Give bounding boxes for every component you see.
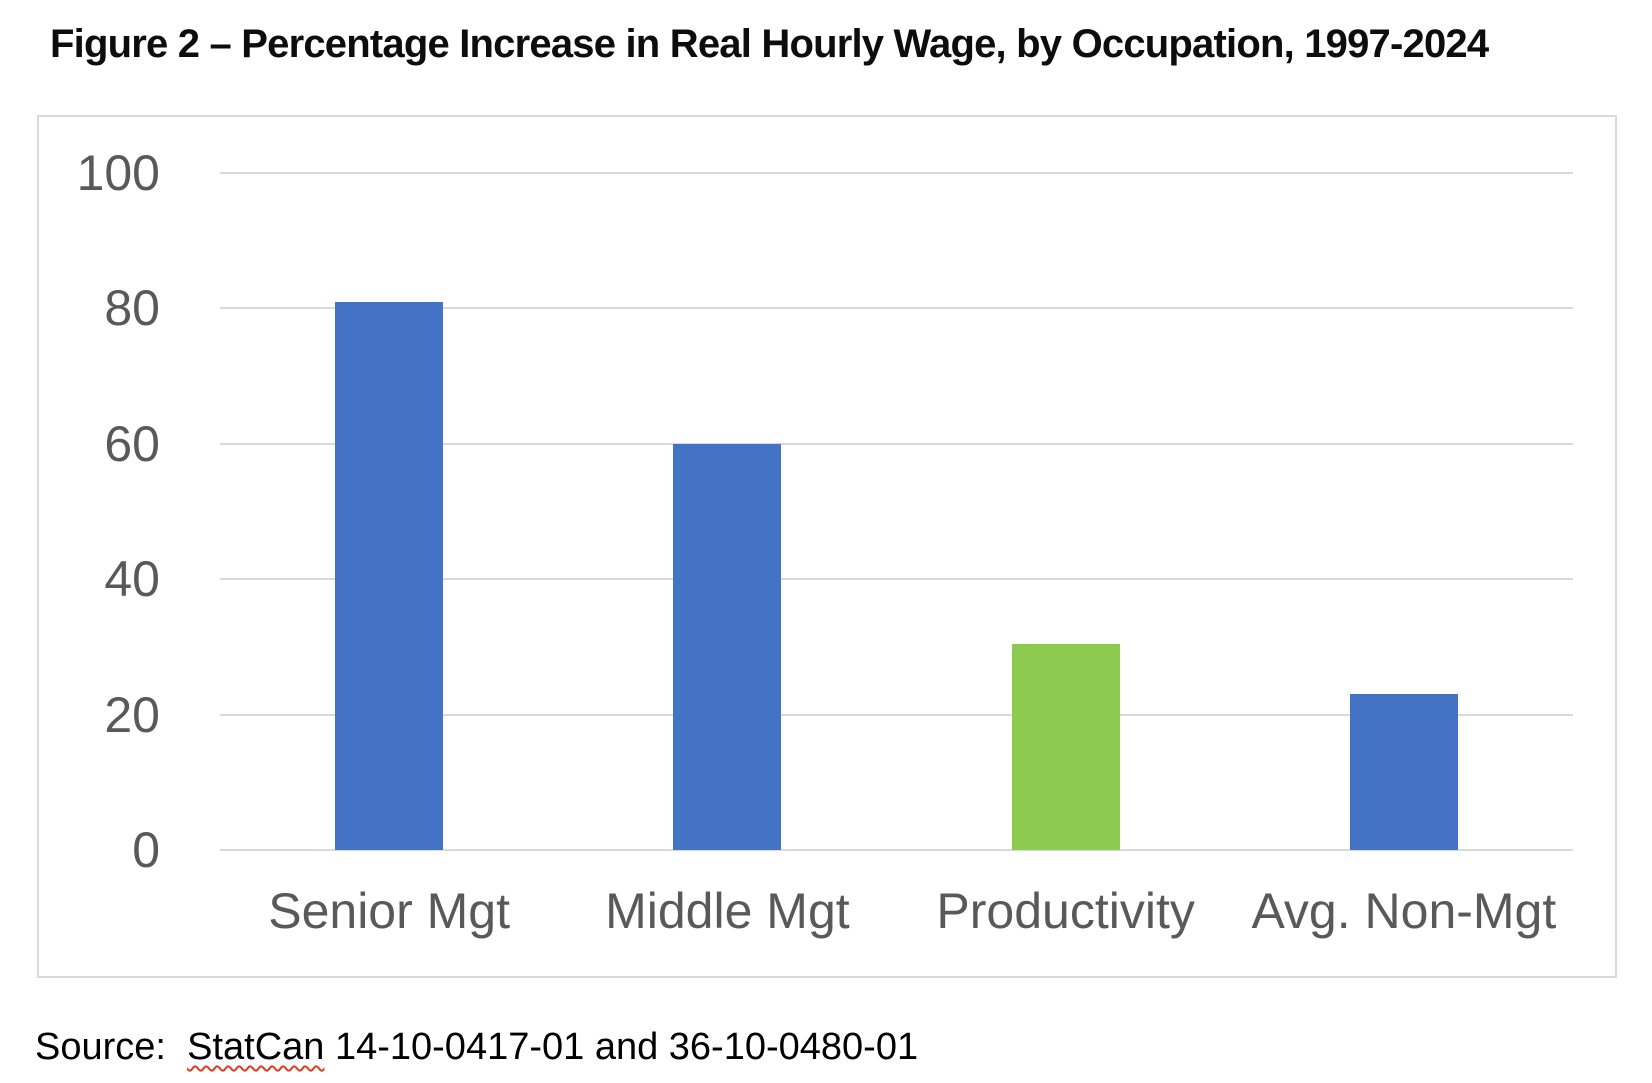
y-tick-label-0: 0 — [132, 822, 160, 878]
source-flagged-word: StatCan — [187, 1026, 325, 1068]
gridline-40 — [220, 578, 1573, 581]
y-tick-label-20: 20 — [104, 686, 160, 743]
gridline-0 — [220, 849, 1573, 851]
gridline-80 — [220, 307, 1573, 310]
y-tick-label-100: 100 — [76, 145, 160, 201]
y-tick-label-40: 40 — [104, 551, 160, 608]
bar-productivity — [1011, 643, 1120, 850]
source-label: Source: — [35, 1026, 166, 1068]
gridline-100 — [220, 172, 1573, 174]
x-category-label-avg-non-mgt: Avg. Non-Mgt — [1251, 883, 1557, 939]
y-tick-label-80: 80 — [104, 280, 160, 337]
bar-middle-mgt — [673, 443, 782, 850]
x-category-label-productivity: Productivity — [936, 883, 1195, 939]
bar-avg-non-mgt — [1349, 694, 1458, 850]
y-tick-label-60: 60 — [104, 415, 160, 472]
gridline-20 — [220, 713, 1573, 716]
x-category-label-senior-mgt: Senior Mgt — [268, 883, 511, 939]
x-category-label-middle-mgt: Middle Mgt — [605, 883, 850, 939]
chart-title: Figure 2 – Percentage Increase in Real H… — [50, 22, 1489, 66]
source-separator — [166, 1026, 187, 1068]
bar-senior-mgt — [335, 301, 444, 850]
source-reference: 14-10-0417-01 and 36-10-0480-01 — [324, 1026, 919, 1068]
gridline-60 — [220, 442, 1573, 445]
source-note: Source: StatCan 14-10-0417-01 and 36-10-… — [35, 1026, 918, 1069]
plot-area — [220, 172, 1573, 851]
